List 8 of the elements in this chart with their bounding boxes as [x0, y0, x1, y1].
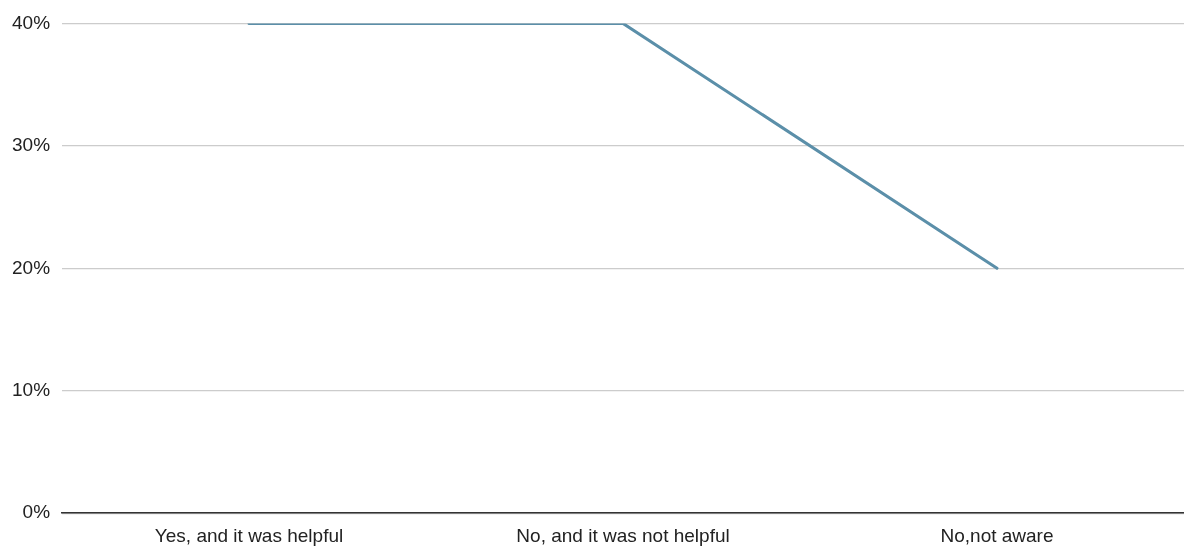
y-tick-label: 0% [22, 501, 51, 523]
x-tick-label: Yes, and it was helpful [154, 524, 344, 546]
x-tick-label: No,not aware [940, 524, 1054, 546]
x-tick-label: No, and it was not helpful [516, 524, 730, 546]
y-tick-label: 10% [12, 378, 51, 400]
y-tick-label: 30% [12, 134, 51, 156]
y-tick-label: 20% [12, 256, 51, 278]
y-tick-label: 40% [12, 11, 51, 33]
